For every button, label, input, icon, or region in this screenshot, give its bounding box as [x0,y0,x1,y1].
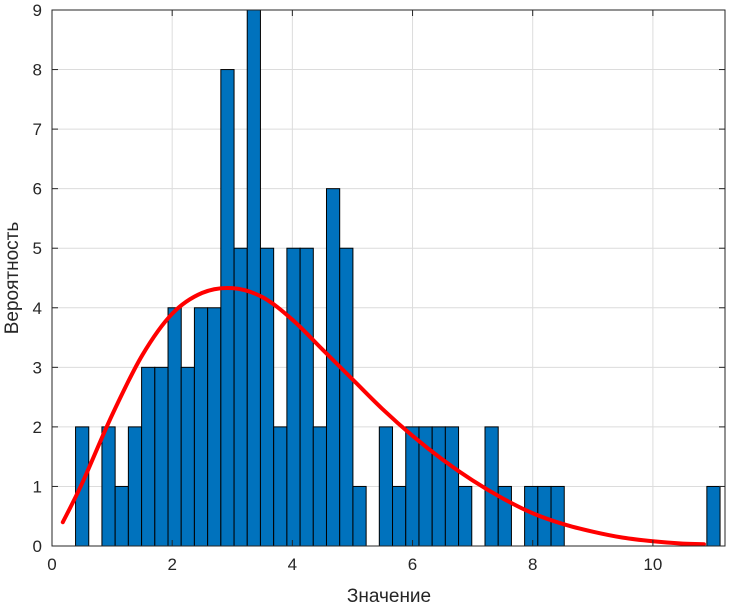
histogram-bar [299,247,314,547]
histogram-bar [484,426,499,547]
x-axis-title: Значение [347,586,431,607]
histogram-bar [154,366,169,547]
axis-ticks: 0 2 4 6 8 10 0 1 2 3 4 5 6 7 8 9 [33,1,725,574]
y-tick-label: 7 [33,120,42,139]
histogram-bar [444,426,460,547]
histogram-bar [180,366,195,547]
histogram-bar [378,426,394,547]
x-tick-label: 0 [47,555,56,574]
x-tick-label: 4 [288,555,297,574]
y-tick-label: 3 [33,358,42,377]
histogram-bar [259,247,275,547]
fit-curve [60,285,706,547]
histogram-bar [207,307,222,547]
histogram-bar [431,426,446,547]
histogram-bar [352,485,367,547]
x-tick-label: 10 [643,555,662,574]
x-tick-label: 6 [408,555,417,574]
y-tick-label: 5 [33,239,42,258]
histogram-bar [233,247,248,547]
histogram-bar [193,307,209,547]
histogram-bar [220,69,235,547]
y-tick-label: 4 [33,299,42,318]
histogram-bars [75,9,721,547]
histogram-bar [339,247,354,547]
axes-box [51,9,726,547]
y-tick-label: 6 [33,180,42,199]
histogram-bar [312,426,327,547]
y-tick-label: 2 [33,418,42,437]
histogram-bar [706,485,721,547]
histogram-bar [286,247,301,547]
y-axis-title: Вероятность [2,222,23,335]
histogram-bar [101,426,116,547]
x-tick-label: 2 [167,555,176,574]
histogram-bar [458,485,473,547]
histogram-bar [127,426,143,547]
y-tick-label: 0 [33,537,42,556]
y-tick-label: 8 [33,61,42,80]
histogram-bar [114,485,129,547]
histogram-bar [392,485,407,547]
histogram-bar [550,485,565,547]
y-tick-label: 9 [33,1,42,20]
histogram-bar [167,307,182,547]
histogram-bar [141,366,156,547]
x-tick-label: 8 [528,555,537,574]
histogram-bar [405,426,420,547]
y-tick-label: 1 [33,477,42,496]
histogram-bar [273,426,288,547]
histogram-bar [246,9,261,547]
